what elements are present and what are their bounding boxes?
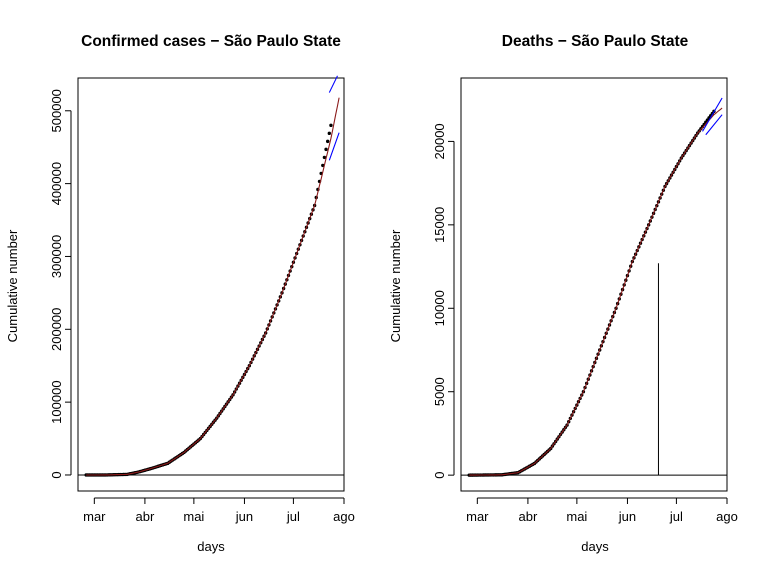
deaths-x-tick-label: ago [716, 509, 738, 524]
deaths-x-tick-label: jul [669, 509, 683, 524]
cases-fit-line [86, 97, 340, 476]
cases-panel: Confirmed cases − São Paulo State days C… [5, 33, 355, 554]
deaths-fit-line [469, 107, 723, 476]
deaths-panel: Deaths − São Paulo State days Cumulative… [388, 33, 738, 554]
cases-x-tick-label: mai [183, 509, 204, 524]
deaths-y-tick-label: 15000 [432, 207, 447, 243]
cases-data-point [325, 139, 330, 144]
cases-x-tick-label: jun [235, 509, 253, 524]
cases-plot-area [78, 75, 344, 477]
cases-data-point [324, 147, 328, 152]
cases-x-tick-label: jul [286, 509, 300, 524]
cases-y-tick-label: 400000 [49, 162, 64, 205]
deaths-chart-title: Deaths − São Paulo State [502, 33, 689, 50]
cases-data-point [322, 155, 327, 160]
deaths-lower-band-line [705, 114, 723, 136]
deaths-y-axis: 0 5000 10000 15000 20000 [432, 123, 455, 479]
cases-x-tick-label: ago [333, 509, 355, 524]
deaths-x-tick-label: mai [566, 509, 587, 524]
cases-plot-frame [77, 77, 345, 492]
cases-y-axis: 0 100000 200000 300000 400000 500000 [49, 89, 72, 479]
deaths-y-tick-label: 0 [432, 472, 447, 479]
deaths-y-axis-label: Cumulative number [388, 229, 403, 342]
cases-lower-band-line [328, 132, 340, 161]
cases-y-tick-label: 200000 [49, 308, 64, 351]
cases-y-tick-label: 500000 [49, 89, 64, 132]
cases-chart-title: Confirmed cases − São Paulo State [81, 33, 341, 50]
cases-data-point [327, 131, 332, 136]
cases-y-tick-label: 0 [49, 471, 64, 478]
cases-data-point [329, 123, 333, 128]
cases-y-tick-label: 300000 [49, 235, 64, 278]
deaths-x-axis-label: days [581, 539, 609, 554]
deaths-x-axis: mar abr mai jun jul ago [466, 497, 738, 524]
deaths-plot-area [461, 97, 727, 477]
cases-x-axis: mar abr mai jun jul ago [83, 497, 355, 524]
deaths-y-tick-label: 10000 [432, 290, 447, 326]
deaths-y-tick-label: 20000 [432, 123, 447, 159]
deaths-y-tick-label: 5000 [432, 377, 447, 406]
deaths-plot-frame [460, 77, 728, 492]
deaths-x-tick-label: jun [618, 509, 636, 524]
cases-y-axis-label: Cumulative number [5, 229, 20, 342]
deaths-x-tick-label: mar [466, 509, 489, 524]
cases-x-tick-label: abr [136, 509, 155, 524]
cases-x-axis-label: days [197, 539, 225, 554]
cases-x-tick-label: mar [83, 509, 106, 524]
deaths-upper-band-line [702, 97, 723, 132]
deaths-x-tick-label: abr [519, 509, 538, 524]
cases-y-tick-label: 100000 [49, 380, 64, 423]
cases-upper-band-line [328, 75, 338, 93]
